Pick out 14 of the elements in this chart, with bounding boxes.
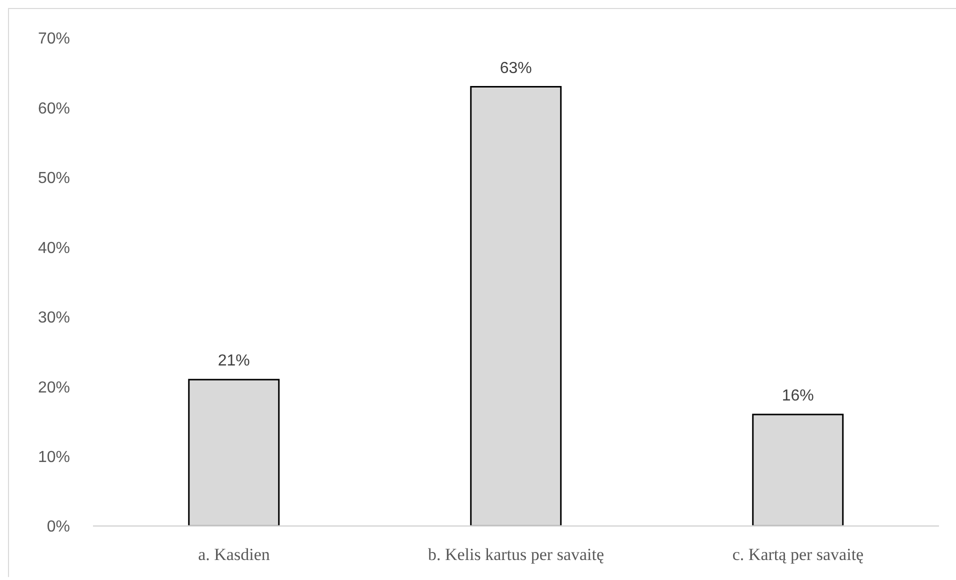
y-tick-label: 20% [38,379,70,396]
x-tick-label: b. Kelis kartus per savaitę [428,545,604,564]
y-tick-label: 10% [38,448,70,466]
y-tick-label: 0% [46,518,70,536]
y-tick-label: 60% [38,100,70,118]
y-tick-label: 50% [38,170,70,188]
x-tick-label: c. Kartą per savaitę [732,545,864,564]
data-label: 16% [782,387,814,404]
y-tick-label: 70% [38,30,70,48]
x-tick-label: a. Kasdien [198,545,270,564]
data-label: 21% [218,352,250,370]
y-tick-label: 30% [38,310,70,327]
y-tick-label: 40% [38,240,70,257]
data-label: 63% [500,60,532,77]
